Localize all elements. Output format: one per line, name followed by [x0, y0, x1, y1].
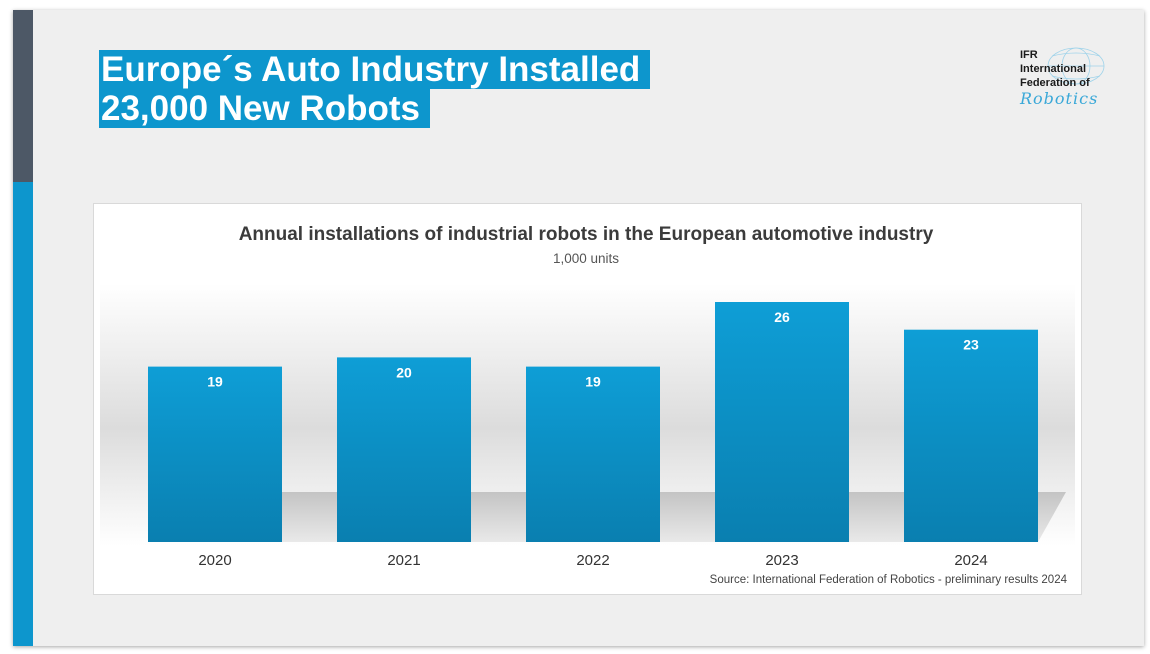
x-tick-label-2022: 2022	[576, 552, 609, 569]
data-label-2023: 26	[774, 309, 790, 325]
bar-2021	[337, 357, 471, 542]
bar-2024	[904, 329, 1038, 542]
logo-text-robotics: Robotics	[1020, 89, 1099, 108]
slide: Europe´s Auto Industry Installed 23,000 …	[13, 10, 1144, 646]
sidebar-accent-blue	[13, 182, 33, 646]
ifr-logo: IFR International Federation of Robotics	[1020, 47, 1132, 128]
slide-title: Europe´s Auto Industry Installed 23,000 …	[99, 50, 651, 128]
x-tick-label-2021: 2021	[387, 552, 420, 569]
x-tick-label-2020: 2020	[198, 552, 231, 569]
data-label-2020: 19	[207, 374, 223, 390]
bar-2023	[715, 302, 849, 542]
chart-subtitle: 1,000 units	[553, 251, 619, 266]
globe-icon	[1047, 47, 1105, 85]
bar-2020	[148, 366, 282, 542]
x-tick-label-2023: 2023	[765, 552, 798, 569]
slide-title-line-2: 23,000 New Robots	[99, 89, 430, 128]
logo-text-federation: Federation of	[1020, 77, 1090, 89]
data-label-2024: 23	[963, 337, 979, 353]
logo-text-international: International	[1020, 63, 1087, 75]
data-label-2021: 20	[396, 364, 412, 380]
logo-text-ifr: IFR	[1020, 49, 1038, 61]
data-label-2022: 19	[585, 374, 601, 390]
sidebar-accent-dark	[13, 10, 33, 182]
chart-source: Source: International Federation of Robo…	[709, 574, 1067, 586]
x-tick-label-2024: 2024	[954, 552, 987, 569]
bar-chart: Annual installations of industrial robot…	[100, 224, 1075, 569]
chart-panel: Annual installations of industrial robot…	[93, 203, 1082, 595]
slide-title-line-1: Europe´s Auto Industry Installed	[99, 50, 651, 89]
chart-title: Annual installations of industrial robot…	[239, 224, 934, 245]
bar-2022	[526, 366, 660, 542]
